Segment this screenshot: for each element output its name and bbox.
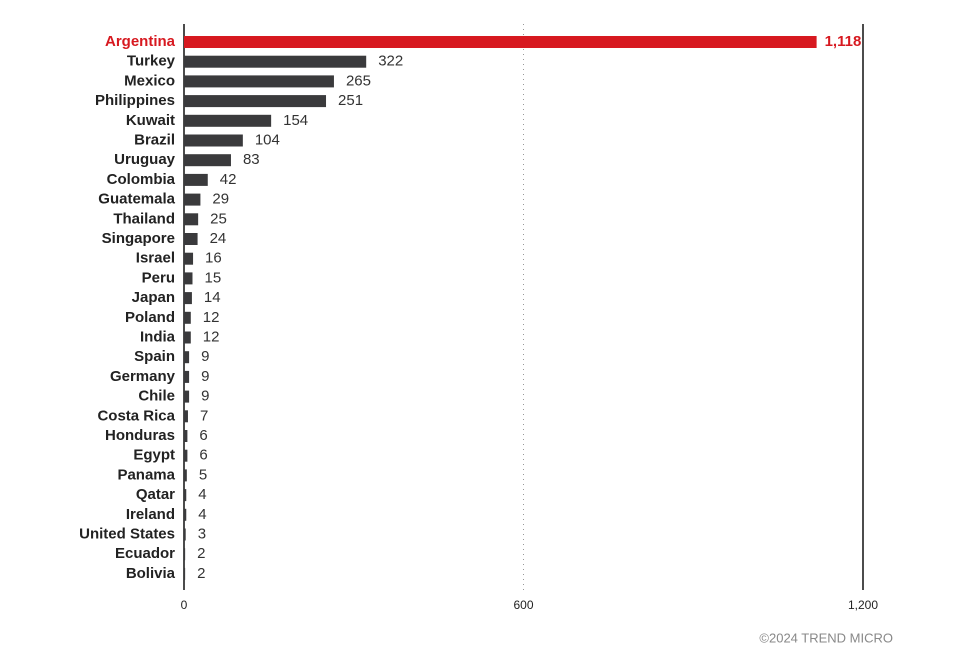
bar [184, 154, 231, 167]
bar [184, 567, 186, 580]
value-label: 2 [197, 565, 205, 582]
y-tick-label: Costa Rica [97, 407, 175, 424]
value-label: 154 [283, 112, 308, 129]
value-label: 7 [200, 407, 208, 424]
bar [184, 55, 367, 68]
bar [184, 489, 187, 502]
bar [184, 331, 191, 344]
value-label: 42 [220, 171, 237, 188]
y-tick-label: Ireland [126, 506, 175, 523]
bar [184, 75, 334, 88]
value-label: 104 [255, 131, 280, 148]
bar [184, 272, 193, 285]
y-tick-label: Spain [134, 348, 175, 365]
value-label: 16 [205, 250, 222, 267]
bar [184, 370, 190, 383]
y-tick-label: Philippines [95, 92, 175, 109]
value-label: 15 [204, 269, 221, 286]
y-tick-label: Argentina [105, 33, 176, 50]
value-label: 6 [199, 447, 207, 464]
bar [184, 410, 188, 423]
y-tick-label: Qatar [136, 486, 175, 503]
y-tick-label: Bolivia [126, 565, 176, 582]
bar [184, 233, 198, 245]
y-tick-label: Peru [142, 269, 175, 286]
y-tick-label: Honduras [105, 427, 175, 444]
value-label: 9 [201, 368, 209, 385]
y-tick-label: Guatemala [98, 191, 175, 208]
value-label: 29 [212, 191, 229, 208]
bar [184, 193, 201, 206]
bar [184, 351, 190, 364]
y-tick-label: Germany [110, 368, 176, 385]
value-label: 2 [197, 545, 205, 562]
y-tick-label: Chile [138, 388, 175, 405]
value-label: 14 [204, 289, 221, 306]
value-label: 6 [199, 427, 207, 444]
y-tick-label: Panama [117, 466, 175, 483]
value-label: 265 [346, 72, 371, 89]
x-tick-label: 1,200 [848, 598, 878, 612]
x-tick-label: 600 [513, 598, 533, 612]
x-tick-label: 0 [181, 598, 188, 612]
value-label: 83 [243, 151, 260, 168]
y-tick-label: Israel [136, 250, 175, 267]
bar [184, 292, 192, 305]
value-label: 251 [338, 92, 363, 109]
y-tick-label: Japan [132, 289, 175, 306]
bar [184, 390, 190, 403]
y-tick-label: United States [79, 525, 175, 542]
bar [184, 528, 186, 541]
bar [184, 36, 817, 48]
bar [184, 252, 194, 265]
y-tick-label: Mexico [124, 72, 175, 89]
y-tick-label: India [140, 328, 176, 345]
value-label: 12 [203, 309, 220, 326]
value-label: 9 [201, 348, 209, 365]
source: ©2024 TREND MICRO [759, 630, 893, 645]
y-tick-label: Kuwait [126, 112, 175, 129]
bar [184, 311, 191, 324]
bar [184, 548, 186, 561]
value-label: 322 [378, 53, 403, 70]
y-tick-label: Poland [125, 309, 175, 326]
value-label: 9 [201, 388, 209, 405]
value-label: 3 [198, 525, 206, 542]
bar [184, 173, 208, 186]
y-tick-label: Ecuador [115, 545, 175, 562]
y-tick-label: Egypt [133, 447, 175, 464]
y-tick-label: Uruguay [114, 151, 176, 168]
bar [184, 469, 187, 482]
bar [184, 134, 243, 147]
y-tick-label: Thailand [113, 210, 175, 227]
value-label: 1,118 [825, 33, 862, 50]
y-tick-label: Brazil [134, 131, 175, 148]
bar [184, 430, 188, 442]
y-tick-label: Turkey [127, 53, 176, 70]
y-tick-label: Singapore [102, 230, 175, 247]
value-label: 25 [210, 210, 227, 227]
bar [184, 213, 199, 226]
value-label: 5 [199, 466, 207, 483]
bar [184, 95, 327, 108]
value-label: 24 [210, 230, 227, 247]
value-label: 4 [198, 506, 206, 523]
bar [184, 449, 188, 462]
y-tick-label: Colombia [107, 171, 176, 188]
value-label: 12 [203, 328, 220, 345]
value-label: 4 [198, 486, 206, 503]
bar [184, 508, 187, 521]
bar [184, 114, 272, 127]
